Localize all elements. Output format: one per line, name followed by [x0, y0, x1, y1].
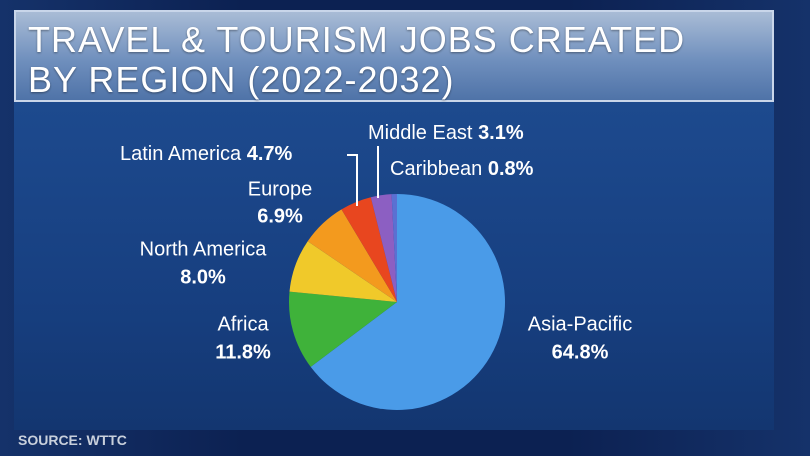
category-label: Asia-Pacific: [528, 313, 632, 335]
category-label: Europe: [248, 178, 313, 200]
pie-slice: [289, 241, 397, 302]
value-label: 3.1%: [478, 122, 524, 144]
pie-slice: [310, 194, 505, 411]
category-label: Caribbean: [390, 158, 482, 180]
pie-slice: [341, 197, 397, 302]
value-label: 8.0%: [180, 266, 226, 288]
category-label: North America: [140, 238, 268, 260]
value-label: 0.8%: [488, 158, 534, 180]
slice-label: Middle East 3.1%: [368, 122, 524, 144]
category-label: Latin America: [120, 143, 242, 165]
value-label: 4.7%: [247, 143, 293, 165]
leader-line: [347, 154, 358, 206]
chart-title: TRAVEL & TOURISM JOBS CREATED BY REGION …: [28, 19, 686, 100]
slice-label: Latin America 4.7%: [120, 143, 293, 165]
category-label: Middle East: [368, 122, 473, 144]
slice-label: Caribbean 0.8%: [390, 158, 534, 180]
pie-slice: [289, 291, 397, 367]
source-note: SOURCE: WTTC: [18, 432, 127, 448]
pie-slice: [307, 209, 397, 302]
title-bar: [14, 10, 774, 102]
pie-slice: [370, 194, 397, 302]
category-label: Africa: [217, 313, 269, 335]
value-label: 6.9%: [257, 205, 303, 227]
value-label: 11.8%: [215, 341, 271, 363]
pie-slice: [391, 194, 397, 302]
value-label: 64.8%: [552, 341, 609, 363]
